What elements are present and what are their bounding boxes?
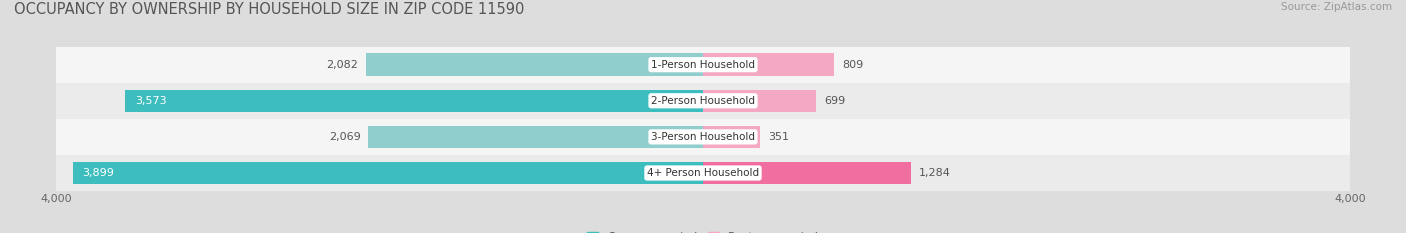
Text: 3,573: 3,573 bbox=[135, 96, 166, 106]
Bar bbox=[703, 162, 911, 184]
Bar bbox=[73, 162, 703, 184]
Text: 2,082: 2,082 bbox=[326, 60, 359, 70]
Text: 699: 699 bbox=[824, 96, 845, 106]
Legend: Owner-occupied, Renter-occupied: Owner-occupied, Renter-occupied bbox=[582, 227, 824, 233]
Bar bbox=[56, 83, 1350, 119]
Bar bbox=[703, 53, 834, 76]
Text: 351: 351 bbox=[768, 132, 789, 142]
Bar bbox=[56, 119, 1350, 155]
Text: OCCUPANCY BY OWNERSHIP BY HOUSEHOLD SIZE IN ZIP CODE 11590: OCCUPANCY BY OWNERSHIP BY HOUSEHOLD SIZE… bbox=[14, 2, 524, 17]
Bar bbox=[56, 47, 1350, 83]
Text: 3-Person Household: 3-Person Household bbox=[651, 132, 755, 142]
Text: 2-Person Household: 2-Person Household bbox=[651, 96, 755, 106]
Text: Source: ZipAtlas.com: Source: ZipAtlas.com bbox=[1281, 2, 1392, 12]
Bar bbox=[56, 155, 1350, 191]
Text: 2,069: 2,069 bbox=[329, 132, 360, 142]
Bar bbox=[125, 89, 703, 112]
Text: 3,899: 3,899 bbox=[83, 168, 114, 178]
Bar bbox=[703, 89, 815, 112]
Bar bbox=[703, 126, 759, 148]
Bar bbox=[367, 53, 703, 76]
Text: 1,284: 1,284 bbox=[918, 168, 950, 178]
Text: 4+ Person Household: 4+ Person Household bbox=[647, 168, 759, 178]
Text: 809: 809 bbox=[842, 60, 863, 70]
Text: 1-Person Household: 1-Person Household bbox=[651, 60, 755, 70]
Bar bbox=[368, 126, 703, 148]
